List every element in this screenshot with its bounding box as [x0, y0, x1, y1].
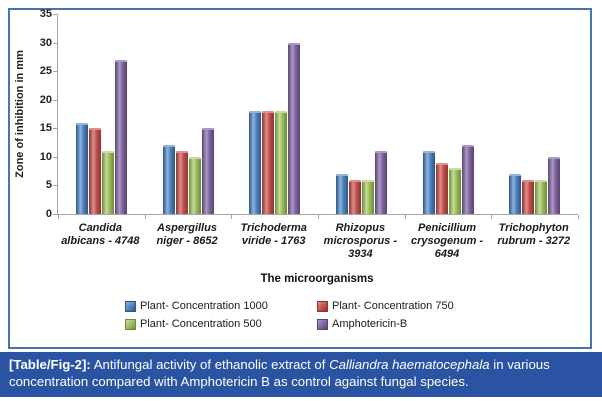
bar-group	[162, 128, 214, 214]
y-tick-label: 15	[39, 122, 52, 135]
bar	[188, 157, 201, 214]
y-tick-label: 35	[39, 8, 52, 20]
bar	[162, 145, 175, 214]
bar	[114, 60, 127, 214]
y-tick-mark	[53, 128, 57, 130]
bar	[275, 111, 288, 214]
legend-label: Plant- Concentration 500	[140, 318, 262, 330]
bar	[288, 43, 301, 214]
bar-group	[509, 157, 561, 214]
figure-caption: [Table/Fig-2]: Antifungal activity of et…	[0, 352, 602, 397]
legend-label: Plant- Concentration 1000	[140, 300, 268, 312]
bar	[522, 180, 535, 214]
y-axis-ticks: 0 5 10 15 20 25 30 35	[28, 8, 54, 220]
y-tick-mark	[53, 71, 57, 73]
bar	[461, 145, 474, 214]
x-axis-title: The microorganisms	[260, 273, 374, 285]
x-category-label: Trichophyton rubrum - 3272	[497, 222, 571, 247]
bar	[422, 151, 435, 214]
legend-label: Plant- Concentration 750	[332, 300, 454, 312]
bar	[335, 174, 348, 214]
caption-text-before: Antifungal activity of ethanolic extract…	[90, 357, 330, 372]
y-tick-label: 20	[39, 93, 52, 106]
bar	[548, 157, 561, 214]
bar-group	[335, 151, 387, 214]
chart-legend: Plant- Concentration 1000 Plant- Concentr…	[10, 300, 590, 330]
plot-area	[53, 14, 579, 219]
chart-panel: Zone of inhibition in mm 0 5 10 15 20 25 30 35 …	[8, 8, 592, 349]
legend-item: Amphotericin-B	[317, 318, 475, 330]
y-tick-mark	[53, 156, 57, 158]
caption-tag: [Table/Fig-2]:	[9, 357, 91, 372]
bar-group	[75, 60, 127, 214]
x-tick-mark	[405, 215, 406, 219]
bar	[509, 174, 522, 214]
y-tick-label: 25	[39, 65, 52, 78]
x-tick-mark	[491, 215, 492, 219]
x-tick-mark	[145, 215, 146, 219]
bar	[88, 128, 101, 214]
x-category-label: Trichoderma viride - 1763	[240, 222, 307, 247]
bar-group	[249, 43, 301, 214]
bar	[201, 128, 214, 214]
legend-color-swatch	[317, 300, 328, 312]
legend-item: Plant- Concentration 500	[125, 318, 317, 330]
legend-color-swatch	[317, 318, 328, 330]
bar	[535, 180, 548, 214]
y-tick-label: 10	[39, 150, 52, 163]
bar	[175, 151, 188, 214]
y-tick-label: 0	[45, 208, 52, 220]
bar-group	[422, 145, 474, 214]
x-tick-mark	[318, 215, 319, 219]
y-tick-label: 5	[45, 179, 52, 192]
legend-label: Amphotericin-B	[332, 318, 408, 330]
legend-item: Plant- Concentration 1000	[125, 300, 317, 312]
x-category-label: Candida albicans - 4748	[61, 222, 140, 247]
legend-grid: Plant- Concentration 1000 Plant- Concentr…	[125, 300, 475, 330]
bar	[101, 151, 114, 214]
caption-text-after: in various concentration compared with A…	[9, 357, 550, 389]
y-axis-title-text: Zone of inhibition in mm	[14, 50, 26, 178]
bar	[448, 168, 461, 214]
bar	[75, 123, 88, 214]
bar	[249, 111, 262, 214]
y-tick-mark	[53, 14, 57, 15]
x-tick-mark	[58, 215, 59, 219]
x-category-label: Aspergillus niger - 8652	[156, 222, 218, 247]
bar	[374, 151, 387, 214]
x-tick-mark	[578, 215, 579, 219]
legend-color-swatch	[125, 300, 136, 312]
legend-color-swatch	[125, 318, 136, 330]
bar	[262, 111, 275, 214]
bar	[348, 180, 361, 214]
bar	[361, 180, 374, 214]
x-tick-mark	[231, 215, 232, 219]
x-axis-labels: Candida albicans - 4748 Aspergillus niger…	[57, 222, 577, 261]
y-tick-label: 30	[39, 36, 52, 49]
x-category-label: Rhizopus microsporus - 3934	[323, 222, 398, 260]
x-category-label: Penicillium crysogenum - 6494	[410, 222, 484, 260]
y-tick-mark	[53, 185, 57, 187]
y-tick-mark	[53, 214, 57, 215]
legend-item: Plant- Concentration 750	[317, 300, 475, 312]
bar	[435, 163, 448, 214]
y-tick-mark	[53, 42, 57, 44]
y-tick-mark	[53, 99, 57, 101]
caption-species-name: Calliandra haematocephala	[329, 357, 490, 372]
